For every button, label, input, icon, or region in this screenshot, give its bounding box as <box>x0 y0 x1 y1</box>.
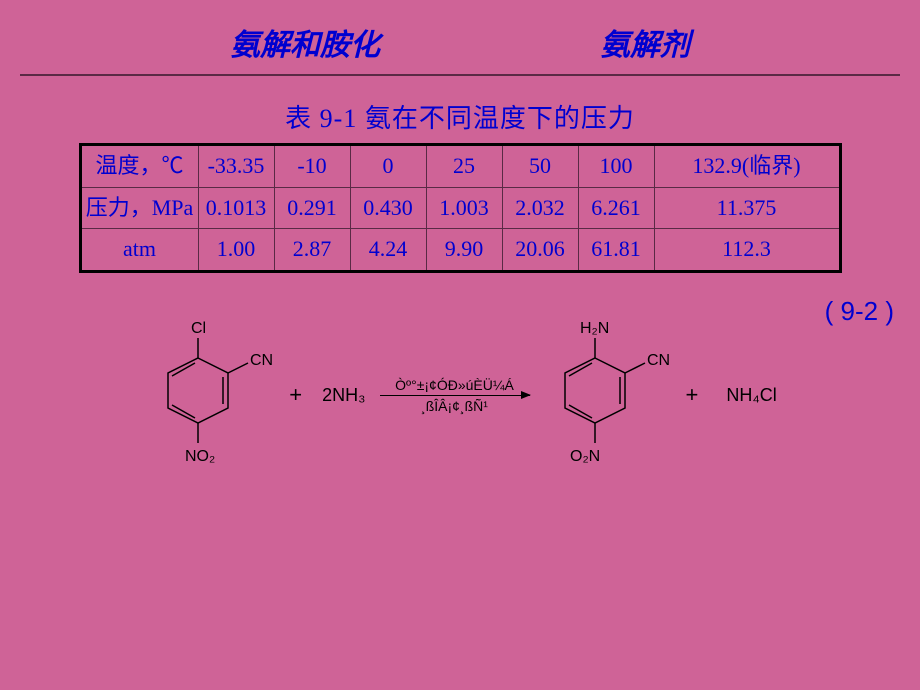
mpa-cell: 1.003 <box>426 187 502 229</box>
equation-number: ( 9-2 ) <box>825 297 894 326</box>
substituent-label: H₂N <box>580 320 609 337</box>
table-row: 温度，℃ -33.35 -10 0 25 50 100 132.9(临界) <box>80 145 840 188</box>
atm-label-cell: atm <box>80 229 198 272</box>
plus-sign: + <box>686 382 699 408</box>
temp-cell: 0 <box>350 145 426 188</box>
benzene-ring-icon: Cl CN NO₂ <box>143 303 273 483</box>
table-row: 压力，MPa 0.1013 0.291 0.430 1.003 2.032 6.… <box>80 187 840 229</box>
arrow-condition-bottom: ¸ßÎÂ¡¢¸ßÑ¹ <box>421 398 488 414</box>
atm-cell: 112.3 <box>654 229 840 272</box>
atm-cell: 20.06 <box>502 229 578 272</box>
reactant-molecule: Cl CN NO₂ <box>143 303 273 488</box>
table-row: atm 1.00 2.87 4.24 9.90 20.06 61.81 112.… <box>80 229 840 272</box>
temp-cell: 132.9(临界) <box>654 145 840 188</box>
substituent-label: CN <box>647 352 670 369</box>
temp-cell: 25 <box>426 145 502 188</box>
mpa-cell: 0.1013 <box>198 187 274 229</box>
substituent-label: CN <box>250 352 273 369</box>
mpa-cell: 0.430 <box>350 187 426 229</box>
header-title-left: 氨解和胺化 <box>230 20 380 64</box>
arrow-line-icon <box>380 395 530 397</box>
benzene-ring-icon: H₂N CN O₂N <box>540 303 670 483</box>
page-header: 氨解和胺化 氨解剂 <box>20 0 900 76</box>
byproduct-label: NH₄Cl <box>726 385 776 406</box>
ammonia-label: 2NH₃ <box>322 385 365 406</box>
plus-sign: + <box>289 382 302 408</box>
mpa-cell: 0.291 <box>274 187 350 229</box>
product-molecule: H₂N CN O₂N <box>540 303 670 488</box>
temp-cell: 100 <box>578 145 654 188</box>
temp-cell: -33.35 <box>198 145 274 188</box>
substituent-label: NO₂ <box>185 448 215 465</box>
header-title-right: 氨解剂 <box>600 20 690 64</box>
substituent-label: Cl <box>191 320 206 337</box>
atm-cell: 61.81 <box>578 229 654 272</box>
temp-cell: -10 <box>274 145 350 188</box>
atm-cell: 2.87 <box>274 229 350 272</box>
atm-cell: 9.90 <box>426 229 502 272</box>
temp-cell: 50 <box>502 145 578 188</box>
mpa-cell: 2.032 <box>502 187 578 229</box>
mpa-cell: 6.261 <box>578 187 654 229</box>
table-caption: 表 9-1 氨在不同温度下的压力 <box>0 98 920 135</box>
substituent-label: O₂N <box>570 448 600 465</box>
mpa-label-cell: 压力，MPa <box>80 187 198 229</box>
reaction-arrow: Òº°±¡¢ÓÐ»úÈÜ¼Á ¸ßÎÂ¡¢¸ßÑ¹ <box>380 377 530 415</box>
arrow-condition-top: Òº°±¡¢ÓÐ»úÈÜ¼Á <box>395 377 514 393</box>
atm-cell: 1.00 <box>198 229 274 272</box>
mpa-cell: 11.375 <box>654 187 840 229</box>
reaction-scheme: Cl CN NO₂ + 2NH₃ Òº°±¡¢ÓÐ»úÈÜ¼Á ¸ßÎÂ¡¢¸ß… <box>0 303 920 488</box>
pressure-table: 温度，℃ -33.35 -10 0 25 50 100 132.9(临界) 压力… <box>79 143 842 273</box>
atm-cell: 4.24 <box>350 229 426 272</box>
temp-label-cell: 温度，℃ <box>80 145 198 188</box>
